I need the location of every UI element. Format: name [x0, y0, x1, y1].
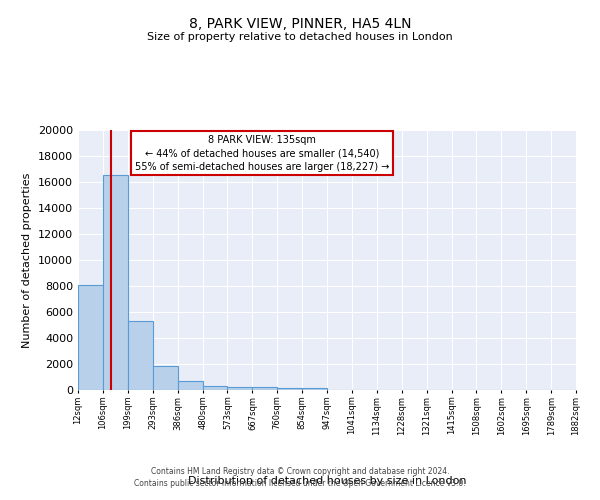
Bar: [227, 387, 253, 390]
Bar: [153, 366, 178, 390]
Text: 8 PARK VIEW: 135sqm
← 44% of detached houses are smaller (14,540)
55% of semi-de: 8 PARK VIEW: 135sqm ← 44% of detached ho…: [135, 135, 389, 172]
Bar: [203, 386, 227, 390]
Y-axis label: Number of detached properties: Number of detached properties: [22, 172, 32, 348]
Bar: [178, 381, 203, 390]
Bar: [128, 321, 153, 390]
Bar: [78, 284, 103, 390]
Bar: [253, 388, 277, 390]
Text: 8, PARK VIEW, PINNER, HA5 4LN: 8, PARK VIEW, PINNER, HA5 4LN: [189, 18, 411, 32]
Bar: [302, 388, 327, 390]
Text: Contains HM Land Registry data © Crown copyright and database right 2024.
Contai: Contains HM Land Registry data © Crown c…: [134, 466, 466, 487]
Bar: [103, 176, 128, 390]
Text: Size of property relative to detached houses in London: Size of property relative to detached ho…: [147, 32, 453, 42]
Bar: [277, 388, 302, 390]
X-axis label: Distribution of detached houses by size in London: Distribution of detached houses by size …: [188, 476, 466, 486]
